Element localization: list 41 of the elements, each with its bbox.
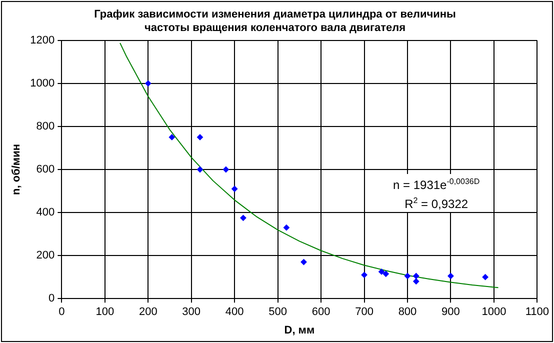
x-tick-label: 900 [442, 306, 460, 318]
point [222, 166, 229, 172]
x-tick-label: 1100 [525, 306, 549, 318]
x-tick-label: 500 [268, 306, 287, 318]
point [232, 186, 238, 192]
point [382, 270, 389, 277]
x-tick-label: 600 [312, 306, 330, 318]
x-tick-label: 0 [58, 306, 65, 318]
x-tick-label: 300 [182, 306, 201, 318]
point [197, 134, 203, 140]
x-tick-label: 800 [398, 306, 417, 318]
point [240, 214, 246, 221]
chart-title: График зависимости изменения диаметра цилиндра от величины частоты вращения коленчатого вала двигателя [94, 8, 456, 34]
point [448, 273, 454, 280]
y-tick-label: 1200 [30, 34, 55, 46]
point [300, 259, 307, 266]
y-tick-label: 800 [36, 120, 55, 132]
y-tick-label: 600 [36, 164, 55, 176]
y-tick-label: 0 [48, 292, 55, 305]
annotation: R$^{2}$ = 0,9322 [404, 196, 468, 211]
x-tick-label: 200 [138, 306, 158, 318]
point [413, 278, 420, 284]
x-axis-title: D, мм [284, 324, 315, 336]
x-tick-label: 400 [225, 306, 244, 318]
point [197, 166, 203, 172]
point [378, 268, 385, 275]
y-tick-label: 400 [36, 206, 55, 219]
x-tick-label: 700 [355, 306, 374, 318]
x-tick-label: 100 [96, 306, 114, 318]
x-tick-label: 1000 [482, 306, 506, 318]
point [168, 134, 175, 140]
point [413, 273, 420, 280]
point [482, 274, 488, 280]
point [404, 273, 410, 280]
y-axis-title: n, об/мин [10, 144, 23, 195]
point [145, 80, 152, 86]
annotation: n = 1931e$^{-0,0036D}$ [393, 177, 480, 192]
y-tick-label: 200 [36, 250, 55, 262]
y-tick-label: 1000 [30, 77, 55, 90]
point [361, 272, 368, 278]
point [283, 224, 290, 231]
